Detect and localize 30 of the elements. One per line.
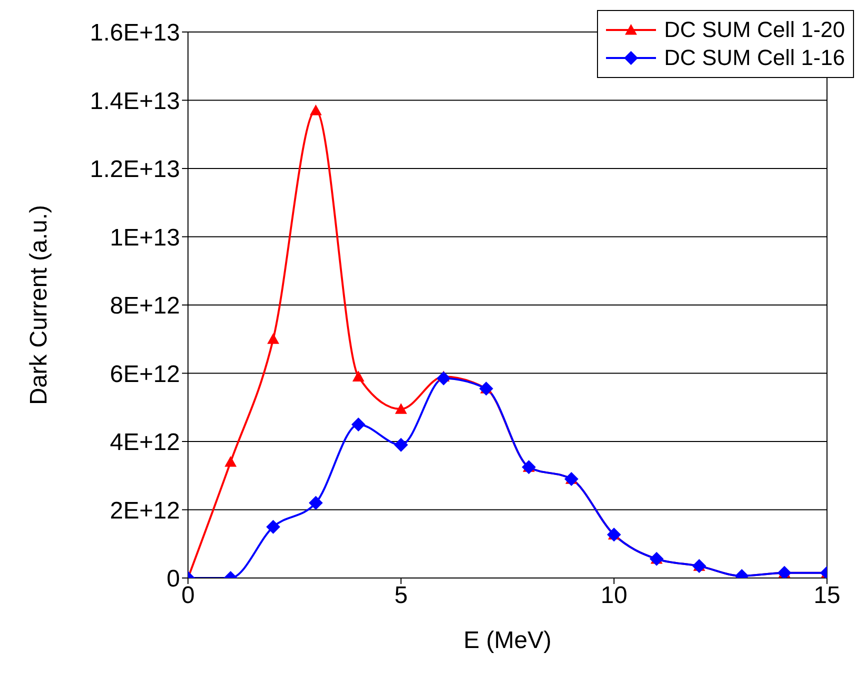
point	[479, 382, 494, 396]
point	[692, 559, 706, 574]
legend-label: DC SUM Cell 1-16	[664, 45, 845, 71]
legend-label: DC SUM Cell 1-20	[664, 17, 845, 43]
x-tick-label: 5	[394, 582, 408, 610]
y-axis-title: Dark Current (a.u.)	[26, 204, 53, 406]
x-tick-label: 10	[600, 582, 628, 610]
y-tick-label: 1E+13	[110, 224, 180, 252]
point	[395, 403, 407, 414]
point	[267, 333, 280, 344]
x-tick-label: 15	[814, 582, 840, 610]
y-tick-label: 1.6E+13	[90, 20, 180, 47]
y-tick-label: 1.2E+13	[90, 156, 180, 184]
y-tick-label: 2E+12	[110, 497, 180, 524]
point	[308, 496, 323, 510]
point	[607, 528, 621, 542]
point	[310, 104, 322, 116]
point	[522, 460, 536, 474]
point	[266, 520, 280, 534]
y-tick-label: 4E+12	[110, 429, 180, 456]
y-tick-label: 1.4E+13	[90, 88, 180, 115]
x-axis-title: E (MeV)	[463, 627, 552, 654]
point	[352, 370, 364, 382]
point	[564, 472, 578, 486]
point	[224, 456, 237, 467]
point	[394, 438, 408, 452]
y-tick-label: 8E+12	[110, 292, 180, 320]
point	[436, 371, 451, 386]
y-tick-label: 6E+12	[110, 360, 180, 388]
point	[351, 417, 366, 432]
